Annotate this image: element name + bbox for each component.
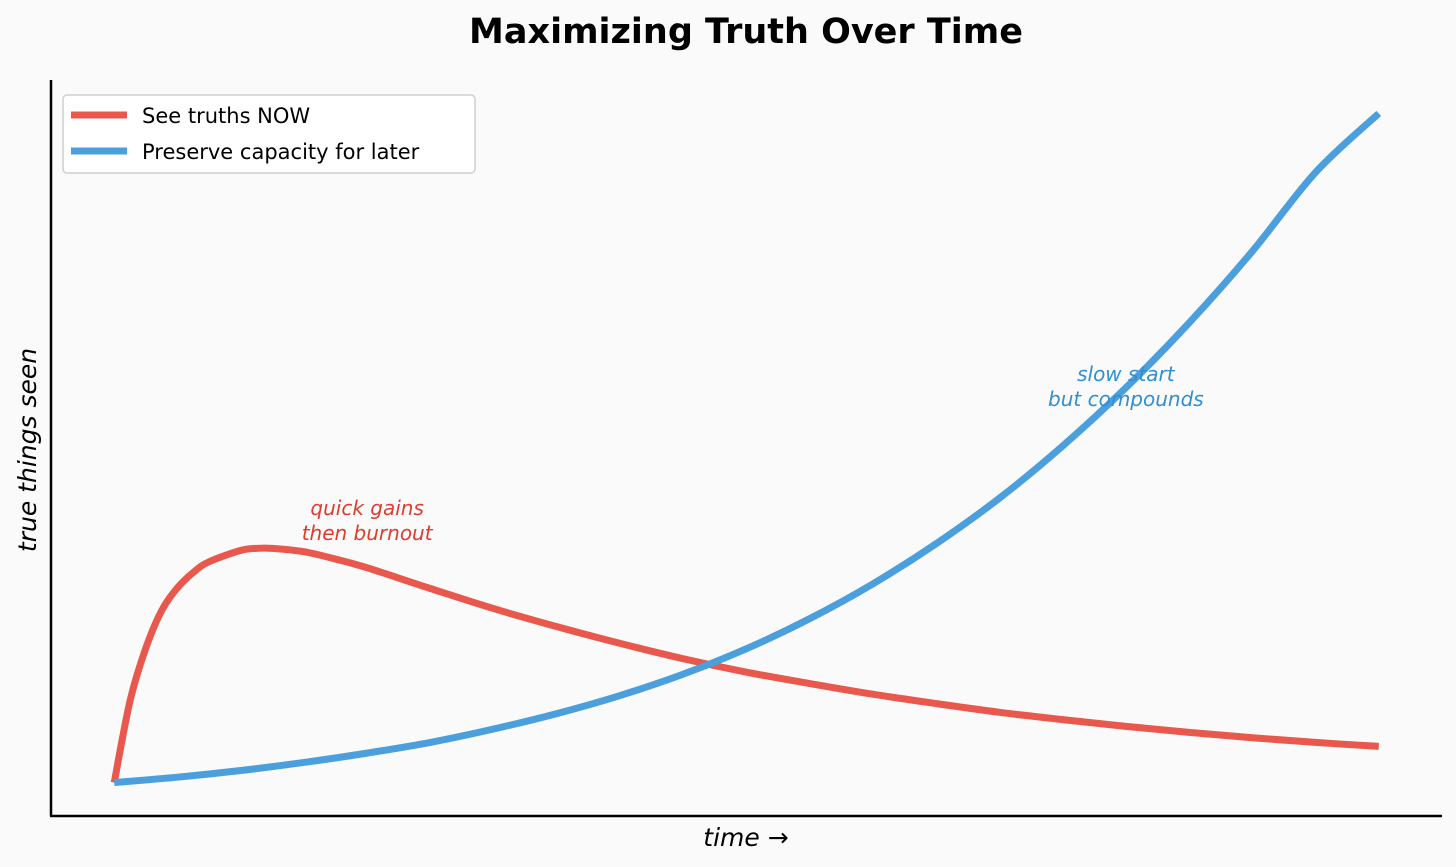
series-layer [110,110,1382,787]
annotation-quick-gains: quick gains then burnout [302,496,434,545]
see-truths-now-line [110,544,1379,784]
preserve-capacity-line [113,110,1382,787]
legend-box [62,94,476,174]
legend-label-preserve-capacity: Preserve capacity for later [142,140,420,164]
y-axis-label: true things seen [13,348,42,552]
annotation-layer: quick gains then burnout slow start but com… [302,362,1204,545]
chart-title: Maximizing Truth Over Time [469,12,1023,52]
x-axis-label: time → [703,823,788,852]
annotation-slow-start: slow start but compounds [1048,362,1204,411]
legend: See truths NOW Preserve capacity for lat… [62,94,476,174]
legend-label-see-truths-now: See truths NOW [142,104,310,128]
